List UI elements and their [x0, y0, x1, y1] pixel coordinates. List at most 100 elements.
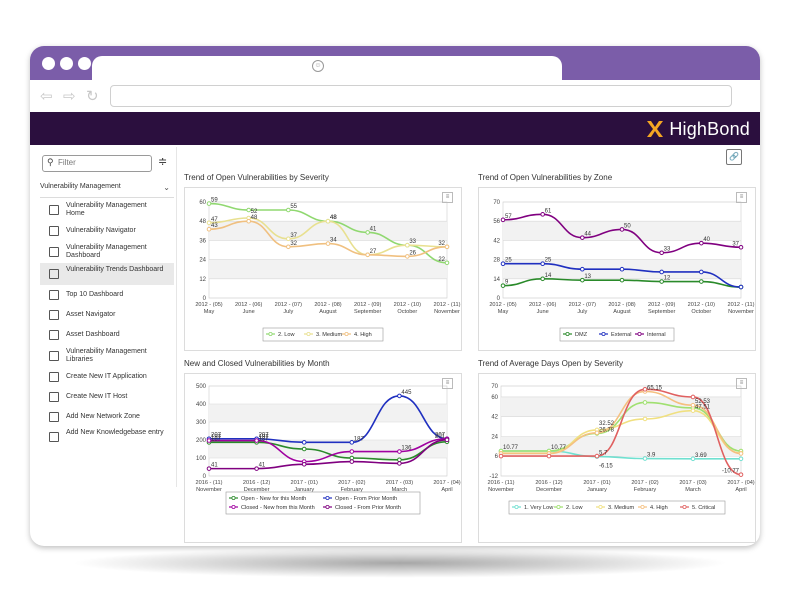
legend-marker [231, 504, 236, 509]
url-input[interactable] [110, 85, 732, 107]
data-point [642, 416, 648, 422]
maximize-dot-icon[interactable] [78, 57, 91, 70]
sidebar-item-label: Create New IT Application [66, 373, 147, 380]
y-tick-label: 300 [196, 420, 207, 426]
sidebar-item[interactable]: Top 10 Dashboard [40, 285, 174, 305]
data-label: 9 [505, 280, 509, 286]
chart-title: New and Closed Vulnerabilities by Month [184, 359, 330, 368]
data-point [540, 261, 545, 267]
sidebar-item[interactable]: Asset Navigator [40, 305, 174, 325]
data-label: 26.78 [599, 427, 615, 433]
arrow-left-icon[interactable]: ⇦ [40, 88, 53, 105]
filter-settings-icon[interactable]: ≑ [158, 156, 168, 168]
sidebar-section-title: Vulnerability Management [40, 183, 121, 190]
y-tick-label: 24 [491, 434, 498, 440]
browser-window: ☺ ⇦ ⇨ ↻ HighBond ⚲ Filter ≑ Vulnerabilit… [30, 46, 760, 546]
data-label: 27 [370, 249, 377, 255]
x-tick-label: July [283, 309, 293, 315]
close-dot-icon[interactable] [42, 57, 55, 70]
sidebar-item[interactable]: Asset Dashboard [40, 325, 174, 345]
sidebar-item-label: Add New Knowledgebase entry [66, 429, 164, 436]
data-point [254, 466, 259, 471]
sidebar-item[interactable]: Vulnerability Trends Dashboard [40, 263, 174, 285]
data-label: 43 [211, 223, 218, 229]
x-tick-label: 2012 - (05) [489, 302, 516, 308]
data-point [546, 453, 552, 459]
data-point [540, 212, 545, 217]
sidebar-item[interactable]: Add New Knowledgebase entry [40, 427, 174, 447]
legend-label: 1. Very Low [524, 505, 554, 511]
link-icon[interactable]: 🔗 [726, 149, 742, 165]
data-label: 32 [290, 241, 297, 247]
data-label: 3.9 [647, 453, 656, 459]
chart-menu-icon[interactable]: ≡ [736, 192, 747, 203]
data-label: 207 [435, 433, 446, 439]
sidebar-section-header[interactable]: Vulnerability Management ⌄ [40, 183, 174, 198]
legend-label: Closed - New from this Month [241, 505, 315, 511]
grid-band [209, 404, 447, 422]
y-tick-label: 400 [196, 402, 207, 408]
chart-menu-icon[interactable]: ≡ [442, 378, 453, 389]
data-label: 5.7 [599, 451, 608, 457]
search-input[interactable]: ⚲ Filter [42, 155, 152, 172]
chevron-down-icon: ⌄ [163, 183, 170, 192]
highbond-logo: HighBond [645, 118, 750, 140]
data-point [286, 244, 291, 250]
x-tick-label: September [354, 309, 381, 315]
arrow-right-icon[interactable]: ⇨ [63, 88, 76, 105]
data-label: 197 [259, 435, 270, 441]
data-label: 48 [330, 215, 337, 221]
browser-tab[interactable]: ☺ [92, 56, 562, 80]
data-label: 32 [438, 241, 445, 247]
data-label: 41 [211, 463, 218, 469]
data-label: 61 [545, 208, 552, 214]
y-tick-label: 500 [196, 384, 207, 390]
search-icon: ⚲ [47, 157, 54, 167]
data-point [254, 438, 259, 443]
data-point [642, 400, 648, 405]
data-point [642, 386, 648, 392]
x-tick-label: 2012 - (10) [688, 302, 715, 308]
sidebar-item[interactable]: Vulnerability Management Dashboard [40, 241, 174, 263]
x-tick-label: January [294, 487, 314, 493]
sidebar-item-label: Vulnerability Trends Dashboard [66, 266, 164, 273]
data-label: -6.15 [599, 464, 613, 470]
data-point [206, 201, 212, 206]
sidebar-item[interactable]: Vulnerability Navigator [40, 221, 174, 241]
legend-marker [601, 331, 606, 336]
legend-label: 2. Low [278, 332, 295, 338]
create-icon [49, 392, 59, 402]
data-label: 33 [409, 239, 416, 245]
sidebar-item[interactable]: Create New IT Host [40, 387, 174, 407]
data-label: 52 [251, 209, 258, 215]
chart-menu-icon[interactable]: ≡ [442, 192, 453, 203]
data-label: 34 [330, 238, 337, 244]
x-tick-label: November [196, 487, 222, 493]
sidebar-item[interactable]: Add New Network Zone [40, 407, 174, 427]
legend-box [262, 327, 384, 342]
chart-menu-icon[interactable]: ≡ [736, 378, 747, 389]
series-line [209, 441, 448, 461]
x-tick-label: 2012 - (08) [314, 302, 341, 308]
x-tick-label: 2012 - (05) [195, 302, 222, 308]
legend-marker [268, 331, 273, 336]
sidebar-item[interactable]: Vulnerability Management Home [40, 199, 174, 221]
minimize-dot-icon[interactable] [60, 57, 73, 70]
reload-icon[interactable]: ↻ [86, 88, 99, 105]
data-point [690, 394, 696, 400]
legend-marker [325, 504, 330, 509]
x-tick-label: 2016 - (12) [535, 480, 562, 486]
data-label: 48 [251, 215, 258, 221]
sidebar-item[interactable]: Create New IT Application [40, 367, 174, 387]
data-point [500, 217, 506, 223]
data-label: 3.69 [695, 453, 707, 459]
y-tick-label: 28 [493, 258, 500, 264]
x-tick-label: 2017 - (03) [386, 480, 413, 486]
data-label: 201 [435, 434, 446, 440]
sidebar-item[interactable]: Vulnerability Management Libraries [40, 345, 174, 367]
data-label: 47.51 [695, 405, 711, 411]
data-point [619, 277, 625, 283]
data-label: 10.77 [551, 445, 567, 451]
sidebar-nav: Vulnerability Management Home Vulnerabili… [40, 199, 174, 447]
document-icon [49, 290, 59, 300]
